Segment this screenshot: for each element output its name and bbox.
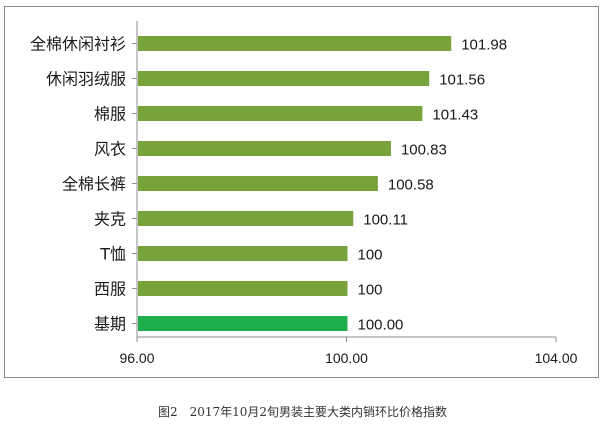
value-label: 100 <box>358 282 383 299</box>
x-tick-label: 96.00 <box>119 350 154 366</box>
value-label: 100.83 <box>401 142 447 159</box>
bar <box>138 141 391 156</box>
bar <box>138 246 348 261</box>
category-label: T恤 <box>99 245 126 264</box>
value-label: 100.58 <box>388 177 434 194</box>
value-label: 101.43 <box>432 107 478 124</box>
category-label: 夹克 <box>94 210 126 229</box>
bar <box>138 281 348 296</box>
figure-caption: 图2 2017年10月2旬男装主要大类内销环比价格指数 <box>157 405 448 419</box>
category-label: 全棉长裤 <box>62 175 126 194</box>
category-label: 风衣 <box>94 140 126 159</box>
category-label: 基期 <box>94 315 126 334</box>
category-label: 棉服 <box>94 105 126 124</box>
category-label: 全棉休闲衬衫 <box>30 35 126 54</box>
chart-frame: 96.00 100.00 104.00 全棉休闲衬衫 101.98 休闲羽绒服 101.56… <box>4 6 599 378</box>
value-label: 100 <box>358 247 383 264</box>
category-label: 休闲羽绒服 <box>46 70 126 89</box>
bar <box>138 36 452 51</box>
value-label: 100.00 <box>358 317 404 334</box>
x-tick-label: 100.00 <box>325 350 368 366</box>
value-label: 101.56 <box>439 72 485 89</box>
category-label: 西服 <box>94 280 126 299</box>
bar <box>138 71 430 86</box>
bar <box>138 106 423 121</box>
x-tick-label: 104.00 <box>535 350 578 366</box>
bar-chart: 96.00 100.00 104.00 全棉休闲衬衫 101.98 休闲羽绒服 101.56… <box>30 21 578 366</box>
bar <box>138 316 348 331</box>
value-label: 100.11 <box>363 212 408 229</box>
bar <box>138 176 378 191</box>
value-label: 101.98 <box>461 37 507 54</box>
bar <box>138 211 354 226</box>
